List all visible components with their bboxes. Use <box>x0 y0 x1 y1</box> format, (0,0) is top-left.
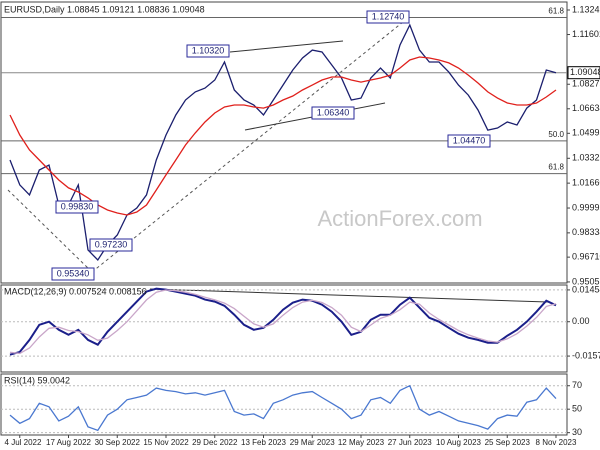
y-tick-label: 0.014549 <box>572 284 600 294</box>
panel-title: MACD(12,26,9) 0.007524 0.008156 <box>4 286 147 296</box>
annotation-box <box>186 44 230 58</box>
fib-label: 50.0 <box>548 130 564 139</box>
y-tick-label: 1.13242 <box>572 4 600 14</box>
macd-frame <box>0 284 568 373</box>
panel-title: RSI(14) 59.0042 <box>4 375 70 385</box>
annotation: 0.99830 <box>61 201 94 211</box>
series-line <box>9 289 557 355</box>
last-price-label: 1.09048 <box>570 67 600 77</box>
annotation: 1.06340 <box>317 107 350 117</box>
annotation-box <box>366 10 410 24</box>
annotation: 0.97230 <box>95 239 128 249</box>
annotation-box <box>447 134 491 148</box>
y-tick-label: 1.06634 <box>572 103 600 113</box>
annotation: 1.12740 <box>372 11 405 21</box>
x-tick-label: 4 Jul 2022 <box>5 438 42 447</box>
panel-title: EURUSD,Daily 1.08845 1.09121 1.08836 1.0… <box>4 4 205 14</box>
x-tick-label: 8 Nov 2023 <box>536 438 577 447</box>
trend-line <box>91 17 409 273</box>
x-tick-label: 15 Nov 2022 <box>143 438 189 447</box>
x-tick-label: 27 Jun 2023 <box>388 438 433 447</box>
price-frame <box>0 1 568 284</box>
fib-label: 61.8 <box>548 163 564 172</box>
annotation: 1.04470 <box>453 135 486 145</box>
series-line <box>9 384 557 432</box>
trend-line <box>229 40 344 53</box>
x-tick-label: 13 Feb 2023 <box>241 438 286 447</box>
x-tick-label: 29 Dec 2022 <box>192 438 238 447</box>
trend-line <box>149 288 549 303</box>
series-line <box>9 287 557 356</box>
series-line <box>9 56 557 216</box>
x-tick-label: 30 Sep 2022 <box>95 438 141 447</box>
x-tick-label: 25 Sep 2023 <box>485 438 531 447</box>
annotation-box <box>89 238 133 252</box>
fib-label: 61.8 <box>548 7 564 16</box>
annotation: 0.95340 <box>57 268 90 278</box>
y-tick-label: 30 <box>572 427 582 437</box>
series-line <box>9 23 557 262</box>
y-tick-label: 1.03322 <box>572 153 600 163</box>
annotation: 1.10320 <box>192 45 225 55</box>
annotation-box <box>55 200 99 214</box>
y-tick-label: 0.00 <box>572 316 590 326</box>
rsi-frame <box>0 373 568 436</box>
x-tick-label: 29 Mar 2023 <box>290 438 335 447</box>
last-price-box <box>567 66 600 80</box>
y-tick-label: 70 <box>572 380 582 390</box>
y-tick-label: 0.95051 <box>572 276 600 286</box>
trend-line <box>7 189 93 273</box>
annotation-box <box>51 267 95 281</box>
y-tick-label: 1.04993 <box>572 128 600 138</box>
y-tick-label: 0.99995 <box>572 202 600 212</box>
x-tick-label: 10 Aug 2023 <box>436 438 481 447</box>
annotation-box <box>311 106 355 120</box>
y-tick-label: 50 <box>572 404 582 414</box>
y-tick-label: 1.08275 <box>572 79 600 89</box>
y-tick-label: 0.98334 <box>572 227 600 237</box>
x-tick-label: 12 May 2023 <box>338 438 385 447</box>
x-tick-label: 17 Aug 2022 <box>46 438 91 447</box>
watermark: ActionForex.com <box>317 206 482 231</box>
y-tick-label: -0.015712 <box>572 350 600 360</box>
